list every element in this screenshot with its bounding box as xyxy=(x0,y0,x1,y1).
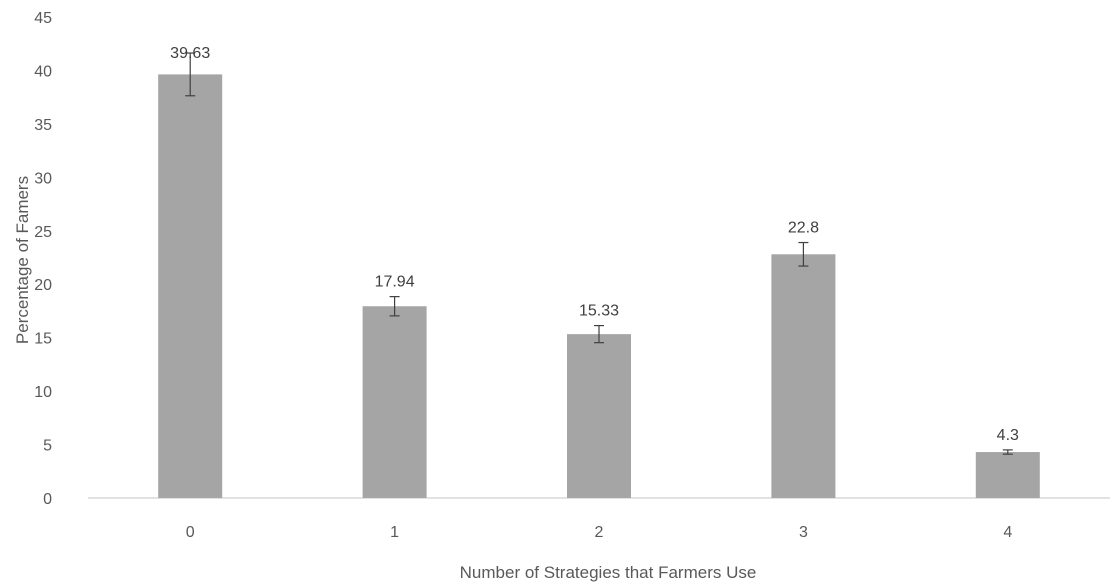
y-tick-label: 25 xyxy=(34,224,52,241)
x-axis-ticks: 0 1 2 3 4 xyxy=(186,524,1013,541)
data-label: 17.94 xyxy=(375,274,415,291)
x-tick-label: 0 xyxy=(186,524,195,541)
data-labels-group: 39.63 17.94 15.33 22.8 4.3 xyxy=(170,45,1019,444)
bar xyxy=(771,254,836,498)
x-tick-label: 2 xyxy=(595,524,604,541)
y-tick-label: 45 xyxy=(34,10,52,27)
bar xyxy=(567,334,631,498)
bar xyxy=(158,74,223,499)
error-bar xyxy=(185,52,196,97)
x-tick-label: 3 xyxy=(799,524,808,541)
y-axis-ticks: 0 5 10 15 20 25 30 35 40 45 xyxy=(34,10,52,508)
bar xyxy=(362,306,427,498)
y-axis-title: Percentage of Famers xyxy=(13,176,32,344)
error-bars-group xyxy=(185,52,1013,455)
data-label: 4.3 xyxy=(997,427,1019,444)
x-axis-title: Number of Strategies that Farmers Use xyxy=(460,563,757,582)
bar xyxy=(975,452,1040,498)
error-bar xyxy=(594,324,604,344)
y-tick-label: 35 xyxy=(34,117,52,134)
y-tick-label: 30 xyxy=(34,170,52,187)
error-bar xyxy=(389,296,400,317)
y-tick-label: 40 xyxy=(34,63,52,80)
y-tick-label: 5 xyxy=(43,438,52,455)
x-tick-label: 1 xyxy=(390,524,399,541)
error-bar xyxy=(798,241,809,267)
data-label: 39.63 xyxy=(170,45,210,62)
error-bar xyxy=(1002,449,1013,455)
y-tick-label: 10 xyxy=(34,384,52,401)
y-tick-label: 15 xyxy=(34,331,52,348)
data-label: 22.8 xyxy=(788,220,819,237)
bars-group xyxy=(158,74,1040,499)
x-tick-label: 4 xyxy=(1003,524,1012,541)
data-label: 15.33 xyxy=(579,303,619,320)
y-tick-label: 0 xyxy=(43,491,52,508)
y-tick-label: 20 xyxy=(34,277,52,294)
